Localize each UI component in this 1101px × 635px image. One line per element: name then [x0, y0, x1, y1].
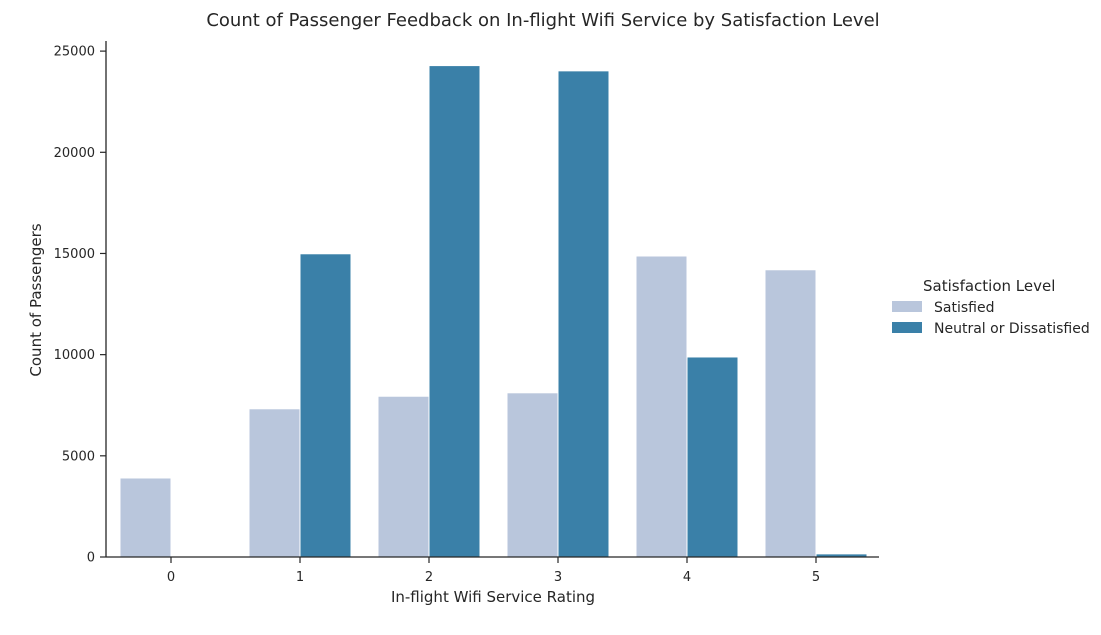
y-tick-label: 20000	[54, 146, 95, 161]
legend-swatch-neutral-or-dissatisfied	[892, 322, 922, 333]
y-axis-ticks: 0 5000 10000 15000 20000 25000	[54, 45, 106, 566]
x-tick-label: 5	[812, 570, 820, 585]
bar-satisfied-rating-5	[765, 270, 816, 557]
chart-title: Count of Passenger Feedback on In-flight…	[206, 10, 879, 31]
bar-neutral-or-dissatisfied-rating-2	[429, 66, 480, 557]
y-tick-label: 5000	[62, 449, 95, 464]
y-tick-label: 15000	[54, 247, 95, 262]
x-tick-label: 0	[167, 570, 175, 585]
x-axis-ticks: 0 1 2 3 4 5	[167, 557, 820, 585]
legend-title: Satisfaction Level	[923, 277, 1055, 295]
bar-neutral-or-dissatisfied-rating-3	[558, 71, 609, 558]
bar-satisfied-rating-4	[636, 256, 687, 557]
bar-satisfied-rating-2	[378, 396, 429, 557]
bar-neutral-or-dissatisfied-rating-1	[300, 254, 351, 557]
bars-group	[120, 66, 867, 558]
x-tick-label: 4	[683, 570, 691, 585]
legend: Satisfaction Level Satisfied Neutral or …	[892, 277, 1090, 337]
bar-neutral-or-dissatisfied-rating-5	[816, 554, 867, 557]
bar-satisfied-rating-0	[120, 478, 171, 557]
x-tick-label: 2	[425, 570, 433, 585]
bar-neutral-or-dissatisfied-rating-4	[687, 357, 738, 557]
x-tick-label: 1	[296, 570, 304, 585]
y-axis-label: Count of Passengers	[27, 223, 45, 376]
x-axis-label: In-flight Wifi Service Rating	[391, 588, 595, 606]
legend-label-satisfied: Satisfied	[934, 300, 994, 316]
bar-satisfied-rating-1	[249, 409, 300, 557]
y-tick-label: 25000	[54, 45, 95, 60]
y-tick-label: 10000	[54, 348, 95, 363]
legend-label-neutral-or-dissatisfied: Neutral or Dissatisfied	[934, 321, 1090, 337]
legend-swatch-satisfied	[892, 301, 922, 312]
bar-satisfied-rating-3	[507, 393, 558, 557]
x-tick-label: 3	[554, 570, 562, 585]
y-tick-label: 0	[87, 551, 95, 566]
